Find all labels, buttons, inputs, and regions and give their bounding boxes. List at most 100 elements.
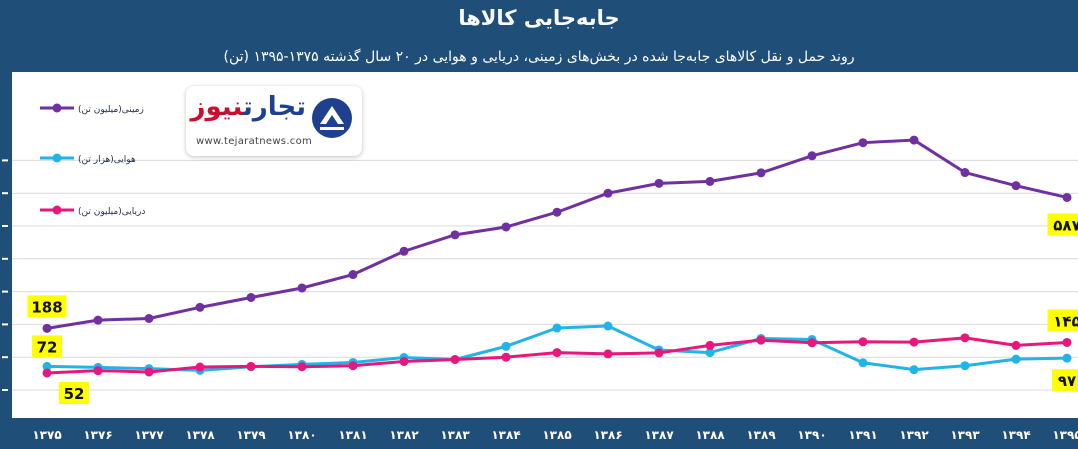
data-point bbox=[603, 188, 613, 198]
data-point bbox=[705, 176, 715, 186]
y-tick-mark bbox=[2, 225, 8, 227]
chart-title: جابه‌جایی کالاها bbox=[458, 6, 620, 30]
y-tick-mark bbox=[2, 323, 8, 326]
value-label: ۵۸۷ bbox=[1053, 216, 1078, 234]
x-tick-label: ۱۳۹۵ bbox=[1052, 428, 1078, 442]
data-point bbox=[195, 302, 205, 312]
y-tick-mark bbox=[2, 290, 8, 293]
data-point bbox=[909, 365, 919, 375]
value-label-box bbox=[1047, 309, 1078, 332]
x-tick-label: ۱۳۹۰ bbox=[797, 428, 826, 442]
x-tick-label: ۱۳۸۵ bbox=[542, 428, 571, 442]
value-label-box bbox=[59, 381, 89, 404]
data-point bbox=[348, 361, 358, 371]
x-tick-label: ۱۳۸۹ bbox=[746, 428, 776, 442]
logo-url: www.tejaratnews.com bbox=[196, 136, 313, 147]
plot-area bbox=[12, 72, 1078, 418]
data-point bbox=[960, 168, 970, 178]
logo-word-part1: تجارت bbox=[243, 92, 306, 122]
data-point bbox=[93, 366, 103, 376]
data-point bbox=[1062, 353, 1072, 363]
data-point bbox=[909, 337, 919, 347]
data-point bbox=[858, 138, 868, 148]
y-tick-mark bbox=[2, 159, 8, 162]
x-tick-label: ۱۳۸۶ bbox=[593, 428, 622, 442]
data-point bbox=[1011, 340, 1021, 350]
x-tick-label: ۱۳۸۲ bbox=[389, 428, 419, 442]
data-point bbox=[450, 354, 460, 364]
value-label: 188 bbox=[31, 298, 62, 316]
data-point bbox=[858, 358, 868, 368]
legend-label: دریایی(میلیون تن) bbox=[78, 207, 145, 217]
data-point bbox=[501, 222, 511, 232]
data-point bbox=[246, 361, 256, 371]
x-tick-label: ۱۳۷۸ bbox=[185, 428, 215, 442]
data-point bbox=[909, 135, 919, 145]
x-tick-label: ۱۳۹۳ bbox=[950, 428, 980, 442]
data-point bbox=[93, 315, 103, 325]
x-tick-label: ۱۳۷۵ bbox=[32, 428, 61, 442]
value-label: 72 bbox=[37, 338, 58, 356]
x-tick-label: ۱۳۸۷ bbox=[644, 428, 674, 442]
y-tick-mark bbox=[2, 356, 8, 359]
data-point bbox=[705, 340, 715, 350]
data-point bbox=[144, 313, 154, 323]
data-point bbox=[1011, 354, 1021, 364]
data-point bbox=[1062, 192, 1072, 202]
data-point bbox=[807, 151, 817, 161]
data-point bbox=[858, 337, 868, 347]
data-point bbox=[705, 348, 715, 358]
x-tick-label: ۱۳۸۱ bbox=[338, 428, 367, 442]
data-point bbox=[1062, 337, 1072, 347]
legend-marker bbox=[52, 205, 62, 215]
y-tick-mark bbox=[2, 257, 8, 260]
data-point bbox=[399, 356, 409, 366]
value-label-box bbox=[1047, 213, 1078, 236]
x-tick-label: ۱۳۸۴ bbox=[491, 428, 520, 442]
data-point bbox=[297, 362, 307, 372]
data-point bbox=[399, 246, 409, 256]
data-point bbox=[807, 338, 817, 348]
data-point bbox=[756, 168, 766, 178]
data-point bbox=[552, 348, 562, 358]
value-label-box bbox=[27, 295, 67, 318]
value-label-box bbox=[32, 335, 62, 358]
x-tick-label: ۱۳۸۸ bbox=[695, 428, 725, 442]
x-tick-label: ۱۳۷۶ bbox=[83, 428, 112, 442]
legend-label: زمینی(میلیون تن) bbox=[78, 105, 144, 115]
data-point bbox=[1011, 181, 1021, 191]
logo-wordmark: تجارتنیوز bbox=[191, 92, 307, 122]
data-point bbox=[42, 361, 52, 371]
x-tick-label: ۱۳۷۷ bbox=[134, 428, 164, 442]
x-tick-label: ۱۳۹۱ bbox=[848, 428, 877, 442]
data-point bbox=[756, 335, 766, 345]
data-point bbox=[195, 362, 205, 372]
data-point bbox=[552, 207, 562, 217]
data-point bbox=[960, 361, 970, 371]
data-point bbox=[552, 323, 562, 333]
logo-word-part2: نیوز bbox=[190, 92, 244, 122]
data-point bbox=[654, 348, 664, 358]
data-point bbox=[501, 341, 511, 351]
x-tick-label: ۱۳۷۹ bbox=[236, 428, 266, 442]
x-tick-label: ۱۳۹۴ bbox=[1001, 428, 1030, 442]
data-point bbox=[348, 270, 358, 280]
line-chart: ۱۳۷۵ ۱۳۷۶ ۱۳۷۷ ۱۳۷۸ ۱۳۷۹ ۱۳۸۰ ۱۳۸۱ ۱۳۸۲ ۱۳۸۳ ۱۳۸۴… bbox=[2, 72, 1078, 442]
value-label: ۱۴۵ bbox=[1053, 312, 1078, 330]
x-tick-label: ۱۳۹۲ bbox=[899, 428, 929, 442]
chart-subtitle: روند حمل و نقل کالاهای جابه‌جا شده در بخ… bbox=[223, 49, 855, 65]
data-point bbox=[603, 321, 613, 331]
data-point bbox=[297, 283, 307, 293]
value-label: 52 bbox=[64, 385, 85, 403]
data-point bbox=[603, 349, 613, 359]
data-point bbox=[960, 333, 970, 343]
tejaratnews-logo: تجارتنیوز www.tejaratnews.com bbox=[186, 86, 362, 156]
legend-label: هوایی(هزار تن) bbox=[78, 155, 136, 165]
legend-marker bbox=[52, 103, 62, 113]
legend-marker bbox=[52, 153, 62, 163]
value-label: ۹۷ bbox=[1058, 372, 1076, 390]
data-point bbox=[42, 368, 52, 378]
data-point bbox=[654, 178, 664, 188]
value-label-box bbox=[1052, 369, 1078, 392]
